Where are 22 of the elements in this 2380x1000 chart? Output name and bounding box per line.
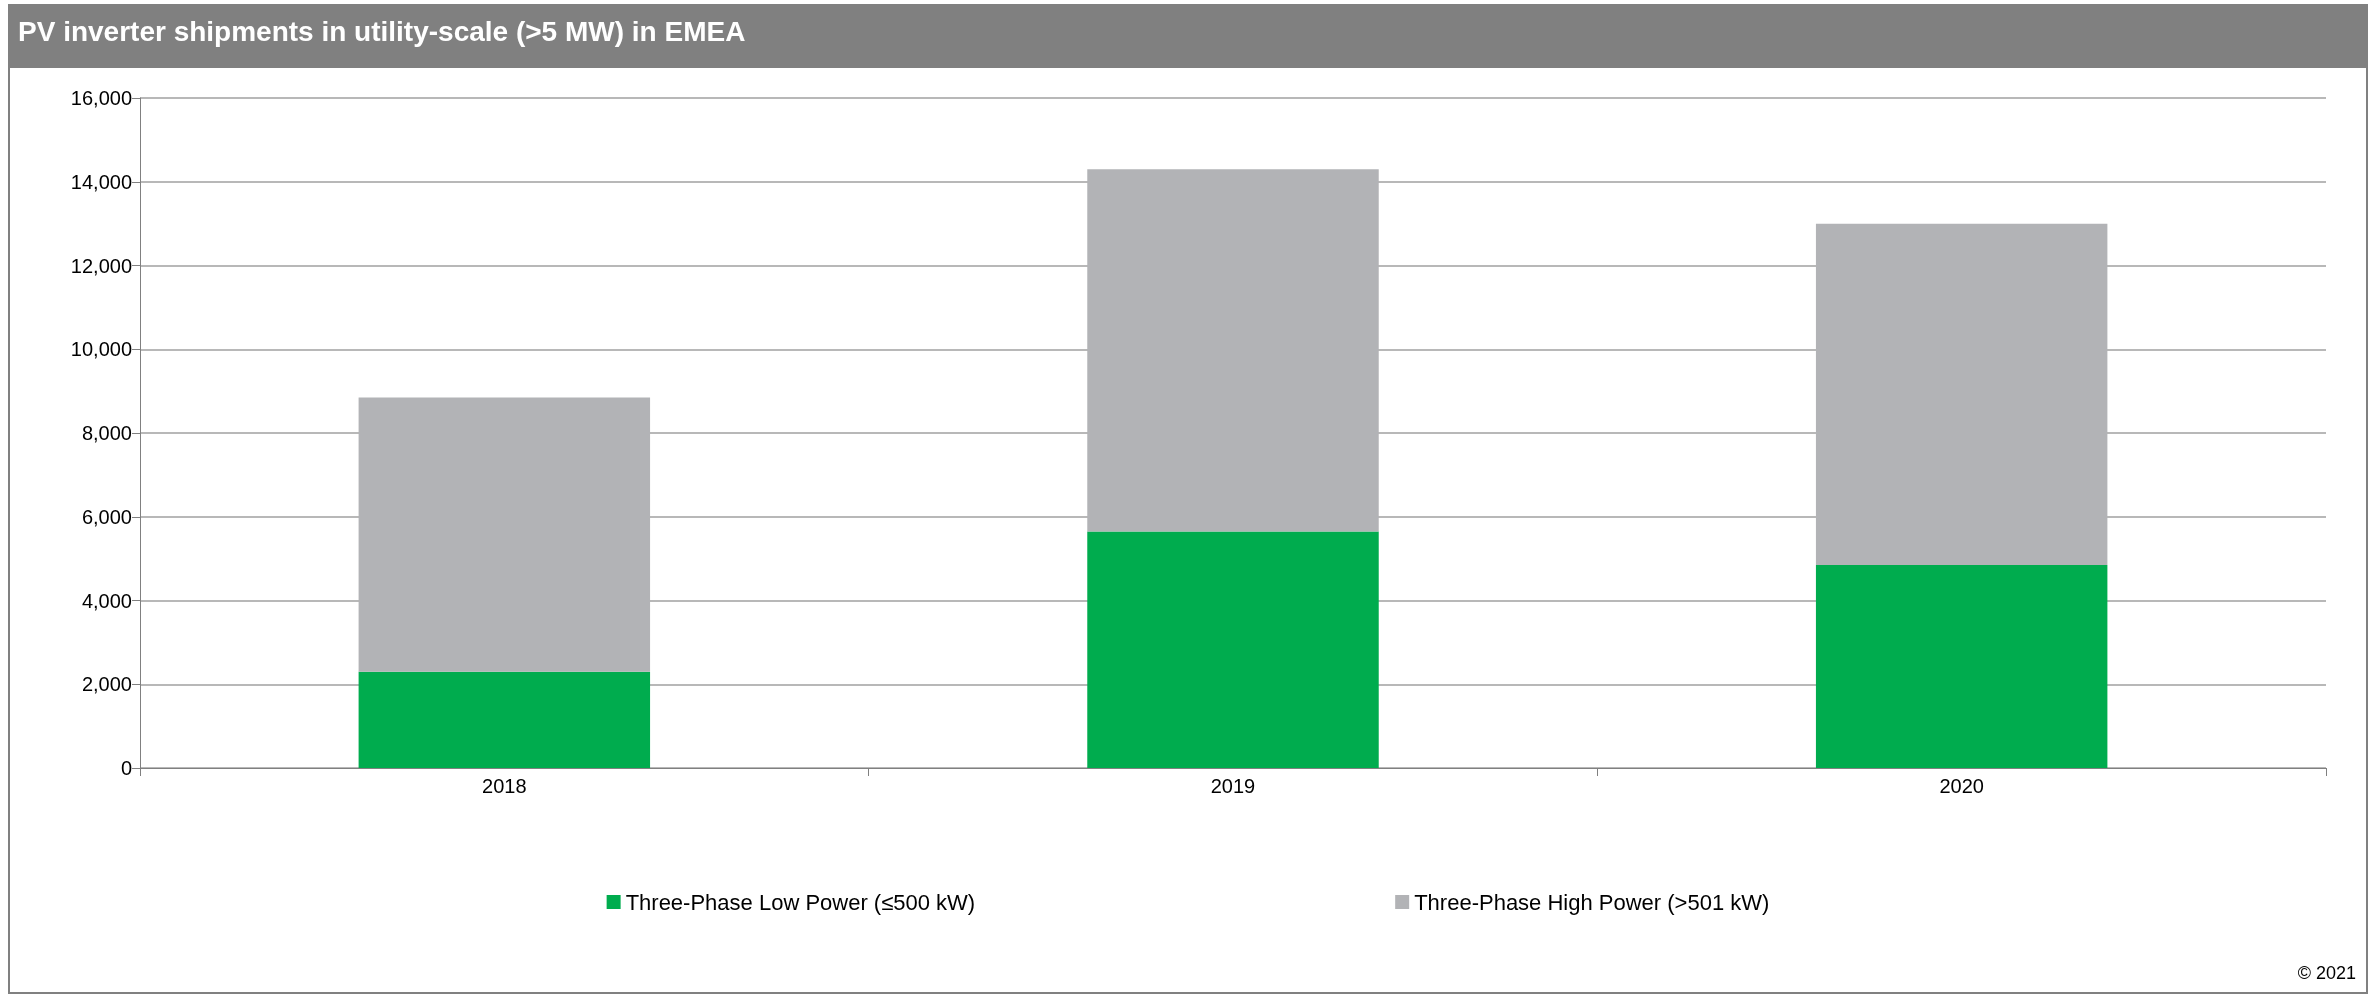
y-tick-label: 14,000 [70, 170, 132, 193]
y-tick-label: 2,000 [81, 673, 132, 696]
y-tick-label: 10,000 [70, 338, 132, 361]
legend-label: Three-Phase Low Power (≤500 kW) [625, 889, 976, 915]
bar [1087, 169, 1379, 532]
x-tick-label: 2018 [482, 775, 527, 797]
bar [1815, 223, 2108, 565]
y-tick-label: 8,000 [81, 422, 132, 444]
bar [1087, 531, 1379, 768]
y-tick-label: 4,000 [81, 589, 132, 612]
x-tick-label: 2019 [1210, 775, 1256, 797]
y-tick-label: 6,000 [81, 505, 132, 528]
bar [358, 397, 651, 672]
y-tick-label: 16,000 [70, 87, 132, 109]
chart-title: PV inverter shipments in utility-scale (>5 MW) in EMEA [10, 6, 2366, 68]
x-tick-label: 2020 [1939, 775, 1984, 797]
text: © 2021 [2297, 963, 2356, 984]
y-tick-label: 0 [120, 757, 132, 779]
legend-label: Three-Phase High Power (>501 kW) [1414, 889, 1770, 915]
y-tick-label: 12,000 [70, 254, 132, 277]
bar [358, 671, 651, 768]
bar [1815, 564, 2108, 768]
